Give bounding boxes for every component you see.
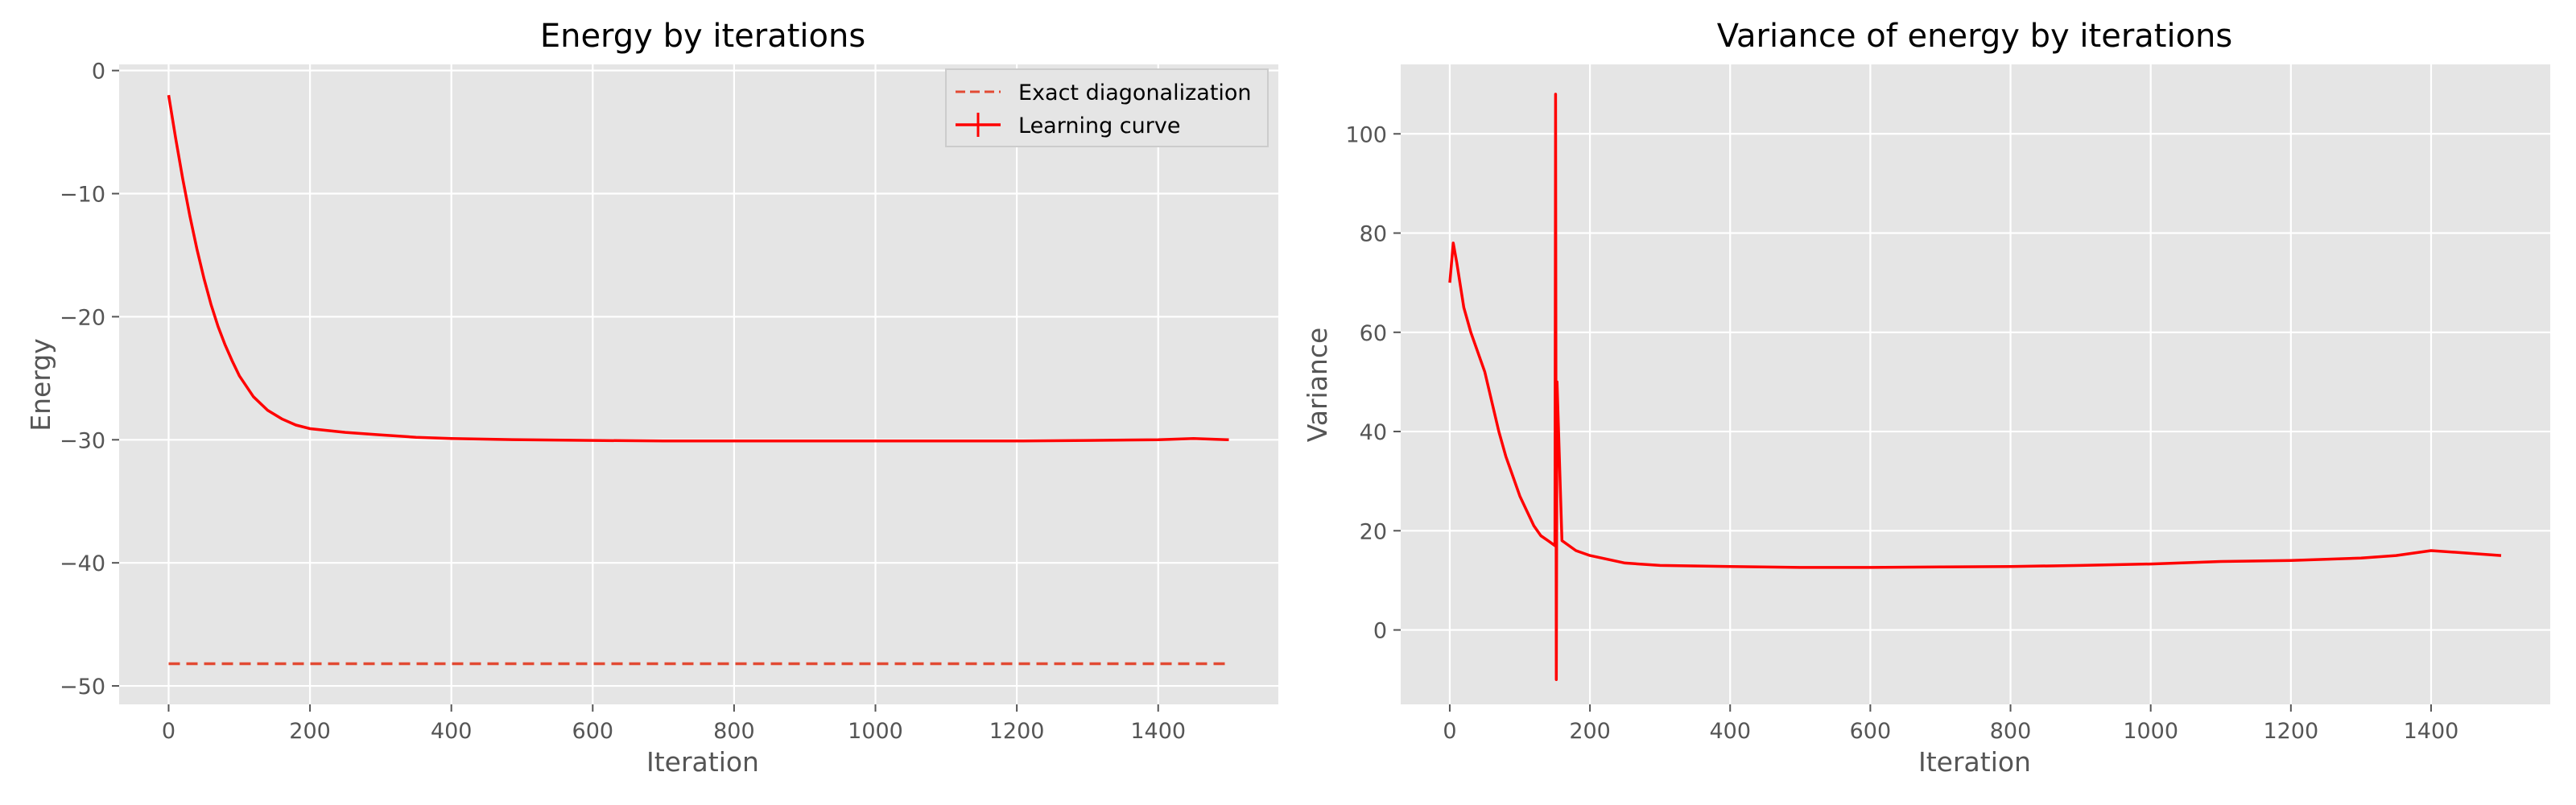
x-tick-label: 400: [1709, 719, 1751, 744]
variance-ticks: 0 200 400 600 800 1000 1200 1400 0 20 40 60 80 100: [1345, 122, 2458, 744]
y-tick-label: −40: [60, 551, 105, 576]
variance-x-axis-label: Iteration: [1918, 746, 2031, 778]
x-tick-label: 400: [431, 719, 473, 744]
x-tick-label: 1400: [1130, 719, 1186, 744]
energy-plot-area: [119, 64, 1278, 704]
energy-y-axis-label: Energy: [25, 338, 56, 431]
series-line-learning-curve: [167, 94, 1229, 443]
energy-grid: [119, 64, 1278, 704]
legend-frame: [945, 68, 1269, 147]
variance-plot-area: [1401, 64, 2550, 704]
x-tick-label: 200: [289, 719, 331, 744]
variance-grid: [1401, 64, 2550, 704]
variance-chart-title: Variance of energy by iterations: [1717, 18, 2232, 55]
x-tick-label: 1200: [2263, 719, 2318, 744]
y-tick-label: 20: [1360, 519, 1387, 544]
y-tick-label: 80: [1360, 222, 1387, 247]
energy-ticks: 0 200 400 600 800 1000 1200 1400 0 −10 −20 −30 −40 −5…: [60, 60, 1186, 744]
x-tick-label: 800: [1990, 719, 2032, 744]
y-tick-label: 60: [1360, 321, 1387, 346]
legend-exact-diagonalization-label: Exact diagonalization: [1018, 80, 1252, 105]
y-tick-label: −50: [60, 675, 105, 700]
y-tick-label: 100: [1345, 122, 1387, 147]
x-tick-label: 800: [713, 719, 755, 744]
x-tick-label: 1000: [2123, 719, 2178, 744]
y-tick-label: −10: [60, 183, 105, 208]
x-tick-label: 1400: [2404, 719, 2459, 744]
x-tick-label: 200: [1569, 719, 1611, 744]
variance-chart: Variance of energy by iterations 0 200 400…: [1302, 18, 2550, 778]
x-tick-label: 1200: [989, 719, 1045, 744]
energy-x-axis-label: Iteration: [646, 746, 759, 778]
y-tick-label: 0: [1373, 619, 1387, 644]
variance-y-axis-label: Variance: [1302, 328, 1333, 443]
y-tick-label: 40: [1360, 420, 1387, 445]
x-tick-label: 600: [572, 719, 614, 744]
x-tick-label: 0: [162, 719, 175, 744]
y-tick-label: −20: [60, 305, 105, 330]
x-tick-label: 600: [1850, 719, 1892, 744]
legend-learning-curve-label: Learning curve: [1018, 114, 1180, 138]
variance-series: [1448, 93, 2502, 681]
y-tick-label: −30: [60, 428, 105, 453]
energy-chart: Energy by iterations 0 200 400 600 800 1000 12…: [25, 18, 1278, 778]
energy-legend: Exact diagonalization Learning curve: [945, 68, 1269, 147]
x-tick-label: 0: [1443, 719, 1456, 744]
series-line-variance: [1448, 93, 2502, 681]
x-tick-label: 1000: [848, 719, 903, 744]
energy-chart-title: Energy by iterations: [540, 18, 865, 55]
y-tick-label: 0: [92, 60, 105, 85]
energy-series: [167, 94, 1229, 666]
